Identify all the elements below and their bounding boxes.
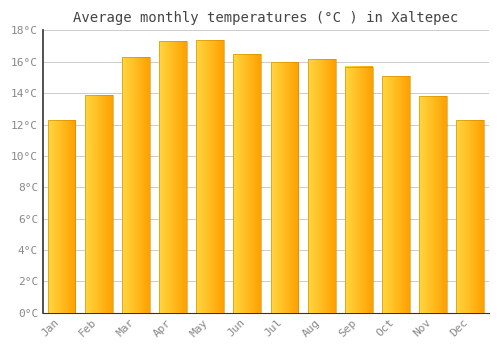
Bar (234, 54, 262, 313)
Bar (382, 76, 410, 313)
Bar (419, 96, 447, 313)
Bar (456, 120, 484, 313)
Bar (308, 59, 336, 313)
Bar (196, 40, 224, 313)
Bar (48, 120, 76, 313)
Bar (159, 41, 187, 313)
Bar (345, 66, 373, 313)
Bar (85, 95, 112, 313)
Bar (270, 62, 298, 313)
Bar (122, 57, 150, 313)
Title: Average monthly temperatures (°C ) in Xaltepec: Average monthly temperatures (°C ) in Xa… (74, 11, 458, 25)
